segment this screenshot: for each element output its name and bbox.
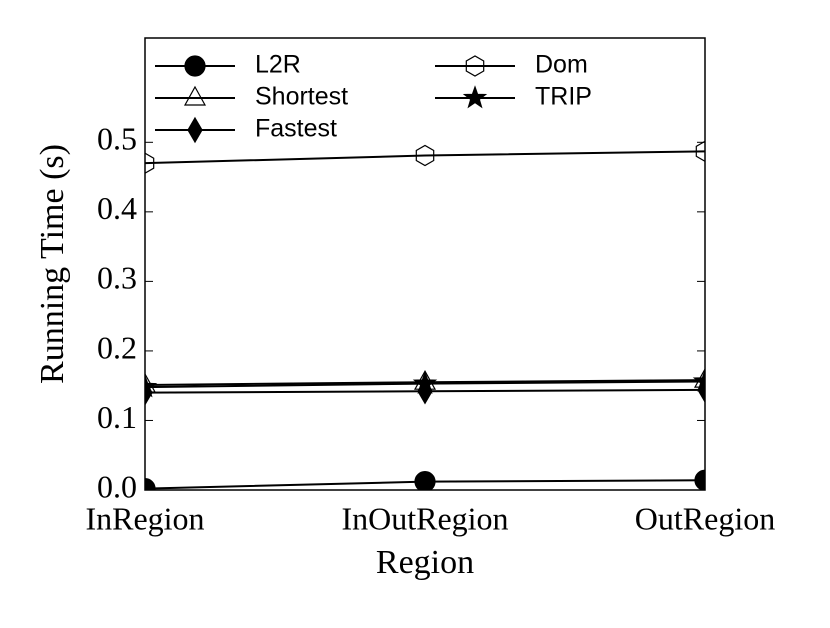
marker [414, 471, 436, 490]
y-tick-label: 0.1 [97, 399, 137, 435]
marker [694, 469, 705, 490]
marker [145, 152, 155, 174]
marker [187, 116, 203, 144]
legend-label: Dom [535, 51, 588, 79]
marker [692, 368, 705, 392]
marker [145, 374, 158, 398]
plot-frame [144, 37, 706, 491]
marker [462, 85, 488, 109]
y-tick-label: 0.2 [97, 329, 137, 365]
marker [695, 140, 705, 162]
marker [412, 370, 438, 394]
y-tick-label: 0.4 [97, 190, 137, 226]
x-tick-label: OutRegion [635, 500, 775, 536]
y-tick-label: 0.3 [97, 260, 137, 296]
y-tick-label: 0.0 [97, 468, 137, 504]
marker [184, 55, 206, 77]
series-line [145, 150, 705, 165]
x-axis-label: Region [376, 544, 474, 581]
x-tick-label: InRegion [85, 500, 204, 536]
marker [415, 144, 435, 167]
marker [183, 85, 207, 106]
plot-area [145, 140, 705, 490]
y-tick-label: 0.5 [97, 121, 137, 157]
legend-label: L2R [255, 51, 301, 79]
x-tick-label: InOutRegion [341, 500, 508, 536]
legend-label: TRIP [535, 83, 592, 111]
legend-label: Fastest [255, 115, 337, 143]
legend-label: Shortest [255, 83, 348, 111]
y-axis-label: Running Time (s) [34, 144, 71, 384]
marker [465, 55, 485, 77]
marker [145, 478, 156, 490]
